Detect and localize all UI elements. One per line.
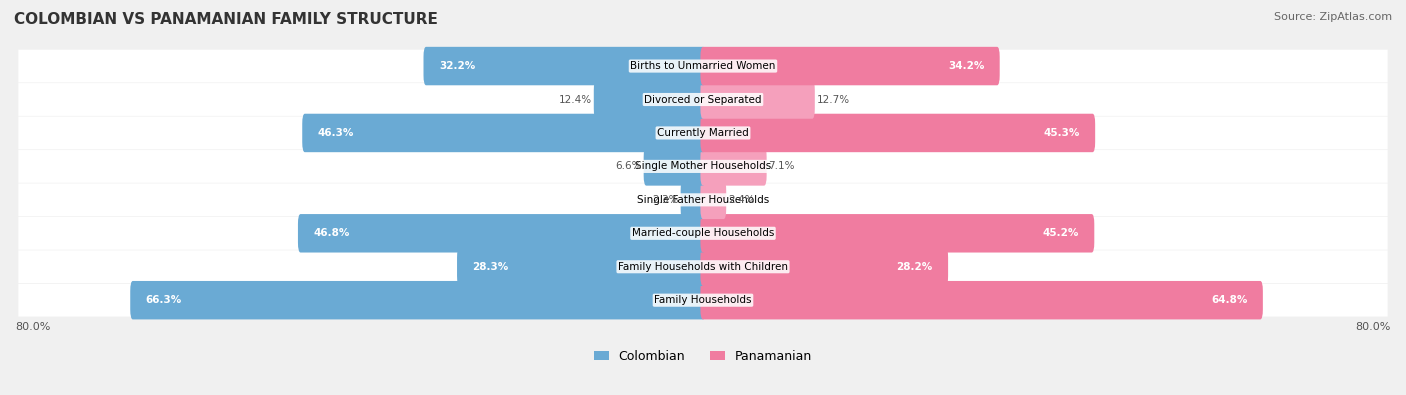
- Text: 2.4%: 2.4%: [728, 195, 755, 205]
- Text: 12.4%: 12.4%: [560, 94, 592, 105]
- Text: Single Mother Households: Single Mother Households: [636, 162, 770, 171]
- Text: Source: ZipAtlas.com: Source: ZipAtlas.com: [1274, 12, 1392, 22]
- FancyBboxPatch shape: [18, 217, 1388, 250]
- Text: 64.8%: 64.8%: [1211, 295, 1247, 305]
- Text: Single Father Households: Single Father Households: [637, 195, 769, 205]
- FancyBboxPatch shape: [18, 183, 1388, 216]
- FancyBboxPatch shape: [700, 181, 727, 219]
- Text: 34.2%: 34.2%: [948, 61, 984, 71]
- FancyBboxPatch shape: [700, 114, 1095, 152]
- Text: 7.1%: 7.1%: [768, 162, 794, 171]
- Text: Currently Married: Currently Married: [657, 128, 749, 138]
- FancyBboxPatch shape: [302, 114, 706, 152]
- Text: 45.3%: 45.3%: [1043, 128, 1080, 138]
- FancyBboxPatch shape: [700, 147, 766, 186]
- Legend: Colombian, Panamanian: Colombian, Panamanian: [589, 345, 817, 368]
- FancyBboxPatch shape: [18, 284, 1388, 316]
- FancyBboxPatch shape: [457, 248, 706, 286]
- FancyBboxPatch shape: [131, 281, 706, 320]
- FancyBboxPatch shape: [18, 150, 1388, 183]
- FancyBboxPatch shape: [700, 80, 815, 119]
- FancyBboxPatch shape: [700, 214, 1094, 252]
- Text: Married-couple Households: Married-couple Households: [631, 228, 775, 238]
- Text: 2.3%: 2.3%: [652, 195, 679, 205]
- FancyBboxPatch shape: [18, 117, 1388, 149]
- Text: 28.2%: 28.2%: [897, 262, 932, 272]
- Text: 32.2%: 32.2%: [439, 61, 475, 71]
- FancyBboxPatch shape: [18, 50, 1388, 83]
- Text: Family Households with Children: Family Households with Children: [619, 262, 787, 272]
- Text: Family Households: Family Households: [654, 295, 752, 305]
- Text: COLOMBIAN VS PANAMANIAN FAMILY STRUCTURE: COLOMBIAN VS PANAMANIAN FAMILY STRUCTURE: [14, 12, 437, 27]
- Text: 28.3%: 28.3%: [472, 262, 509, 272]
- FancyBboxPatch shape: [298, 214, 706, 252]
- FancyBboxPatch shape: [593, 80, 706, 119]
- FancyBboxPatch shape: [700, 281, 1263, 320]
- Text: 12.7%: 12.7%: [817, 94, 849, 105]
- Text: 45.2%: 45.2%: [1042, 228, 1078, 238]
- Text: Births to Unmarried Women: Births to Unmarried Women: [630, 61, 776, 71]
- FancyBboxPatch shape: [18, 250, 1388, 283]
- Text: 6.6%: 6.6%: [616, 162, 643, 171]
- Text: 66.3%: 66.3%: [146, 295, 181, 305]
- FancyBboxPatch shape: [700, 47, 1000, 85]
- Text: 46.3%: 46.3%: [318, 128, 354, 138]
- Text: 80.0%: 80.0%: [15, 322, 51, 332]
- Text: 46.8%: 46.8%: [314, 228, 350, 238]
- Text: Divorced or Separated: Divorced or Separated: [644, 94, 762, 105]
- FancyBboxPatch shape: [18, 83, 1388, 116]
- Text: 80.0%: 80.0%: [1355, 322, 1391, 332]
- FancyBboxPatch shape: [423, 47, 706, 85]
- FancyBboxPatch shape: [700, 248, 948, 286]
- FancyBboxPatch shape: [644, 147, 706, 186]
- FancyBboxPatch shape: [681, 181, 706, 219]
